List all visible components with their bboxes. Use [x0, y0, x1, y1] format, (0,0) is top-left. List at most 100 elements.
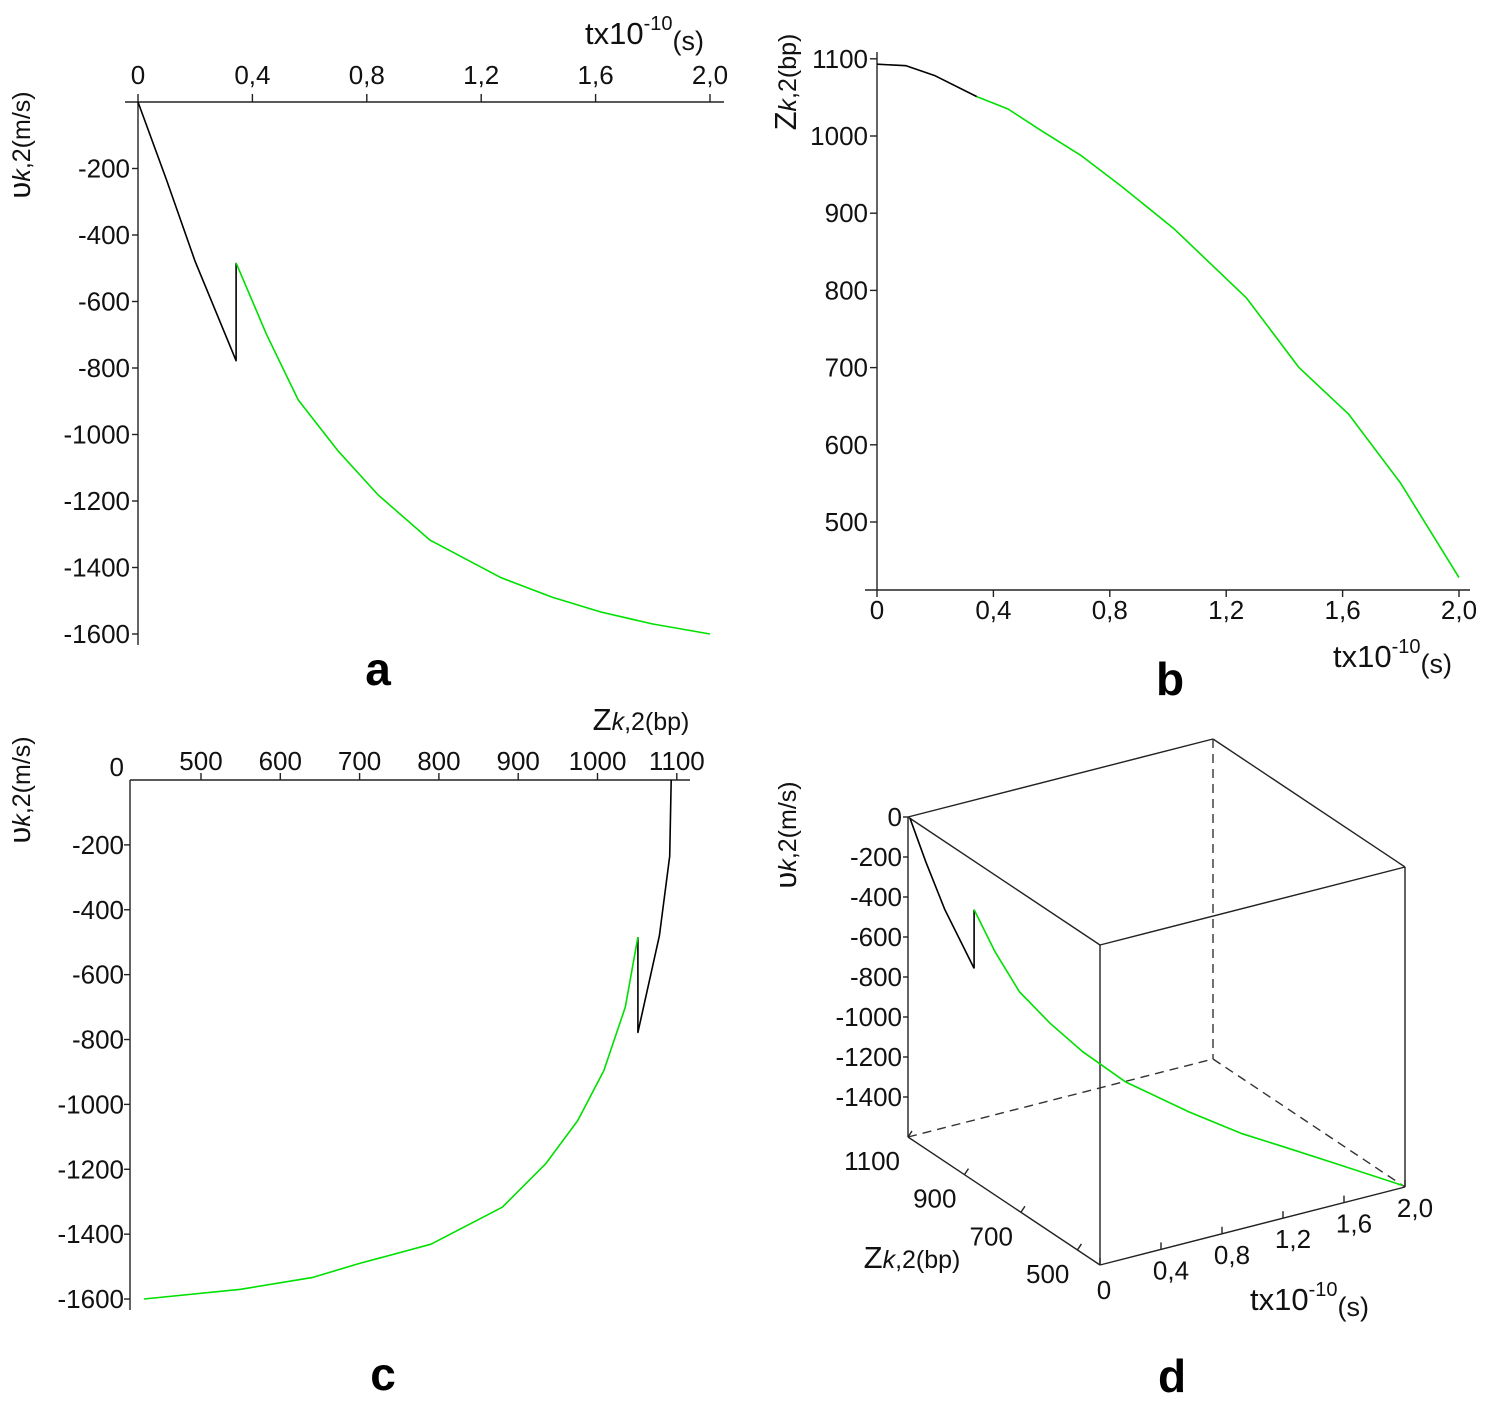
axis-label-subscript: k — [8, 813, 36, 827]
series-line-phase-1 — [909, 818, 975, 969]
z-tick-label: 500 — [1026, 1259, 1069, 1289]
axis-label-exponent: -10 — [1309, 1279, 1338, 1301]
axis-label-main: tx10 — [585, 16, 644, 51]
t-tick-label: 2,0 — [1397, 1193, 1433, 1223]
x-tick-label: 1,2 — [463, 60, 499, 90]
x-tick-label: 1,2 — [1208, 595, 1244, 625]
axis-label-rest: ,2(bp) — [895, 1246, 960, 1274]
v-tick-label: -1400 — [836, 1082, 903, 1112]
axis-label-main: tx10 — [1250, 1282, 1309, 1317]
panel-c: 500 600 700 800 900 1000 1100 0 -200 -400 -600 -800… — [2, 702, 705, 1314]
axis-label-symbol: Z — [593, 702, 612, 737]
z-tick-mark — [963, 1168, 970, 1176]
v-tick-label: -200 — [850, 842, 902, 872]
z-tick-mark — [907, 1130, 913, 1138]
z-tick-mark — [1020, 1205, 1026, 1213]
y-tick-label: -600 — [78, 287, 130, 317]
t-tick-label: 0,8 — [1214, 1240, 1250, 1270]
x-axis-label: Zk,2(bp) — [593, 702, 690, 737]
y-tick-label: 900 — [825, 198, 868, 228]
t-tick-label: 1,2 — [1275, 1224, 1311, 1254]
y-tick-label: -400 — [78, 220, 130, 250]
v-tick-label: 0 — [888, 802, 902, 832]
axis-label-subscript: k — [774, 97, 802, 111]
x-tick-label: 0,8 — [1092, 595, 1128, 625]
hidden-edge — [907, 1058, 1214, 1138]
y-tick-label: -600 — [72, 960, 124, 990]
axis-label-subscript: k — [883, 1246, 897, 1274]
x-tick-label: 800 — [417, 746, 460, 776]
axis-label-symbol: υ — [768, 872, 803, 889]
y-tick-label: -1400 — [58, 1219, 125, 1249]
z-axis — [907, 1136, 1101, 1266]
axis-label-unit: (s) — [673, 26, 704, 56]
v-tick-label: -1200 — [836, 1042, 903, 1072]
y-axis-label: υk,2(m/s) — [2, 91, 37, 198]
axis-label-symbol: υ — [2, 182, 37, 199]
axis-label-subscript: k — [8, 168, 36, 182]
axis-label-subscript: k — [612, 708, 626, 736]
v-tick-label: -600 — [850, 922, 902, 952]
y-tick-label: -800 — [72, 1025, 124, 1055]
axis-label-rest: ,2(m/s) — [8, 736, 36, 814]
x-tick-label: 900 — [497, 746, 540, 776]
y-tick-label: 500 — [825, 507, 868, 537]
y-tick-label: -800 — [78, 353, 130, 383]
x-tick-label: 700 — [338, 746, 381, 776]
x-axis-label: tx10-10(s) — [585, 13, 704, 56]
x-tick-label: 0 — [131, 60, 145, 90]
axis-label-rest: ,2(bp) — [624, 708, 689, 736]
series-line-phase-2 — [235, 262, 711, 635]
y-axis-label: Zk,2(bp) — [768, 34, 803, 131]
y-tick-label: -1200 — [58, 1154, 125, 1184]
box-edge — [1212, 738, 1406, 868]
series-line-phase-1 — [876, 63, 978, 98]
v-tick-label: -1000 — [836, 1002, 903, 1032]
z-tick-label: 900 — [913, 1184, 956, 1214]
axis-label-symbol: υ — [2, 827, 37, 844]
y-tick-label: 600 — [825, 430, 868, 460]
hidden-edge — [1212, 1058, 1406, 1188]
t-tick-label: 0,4 — [1153, 1255, 1189, 1285]
z-tick-label: 700 — [970, 1221, 1013, 1251]
x-tick-label: 600 — [259, 746, 302, 776]
axis-label-main: tx10 — [1333, 639, 1392, 674]
v-axis-label: υk,2(m/s) — [768, 781, 803, 888]
panel-d: 0 -200 -400 -600 -800 -1000 -1200 -1400 1100 900 7… — [768, 738, 1433, 1322]
v-tick-label: -800 — [850, 962, 902, 992]
x-tick-label: 1100 — [649, 746, 705, 776]
panel-letter-a: a — [365, 643, 391, 695]
axis-label-exponent: -10 — [1392, 636, 1421, 658]
y-tick-label: -200 — [78, 154, 130, 184]
y-tick-label: 800 — [825, 275, 868, 305]
t-tick-label: 0 — [1097, 1275, 1111, 1305]
t-tick-label: 1,6 — [1336, 1209, 1372, 1239]
y-tick-label: -1600 — [58, 1284, 125, 1314]
y-tick-label: 0 — [110, 752, 124, 782]
x-tick-label: 2,0 — [1441, 595, 1477, 625]
axis-label-exponent: -10 — [644, 13, 673, 35]
x-tick-label: 0,4 — [234, 60, 270, 90]
y-tick-label: -400 — [72, 895, 124, 925]
y-tick-label: -1000 — [58, 1089, 125, 1119]
axis-label-symbol: Z — [768, 111, 803, 130]
x-axis-label: tx10-10(s) — [1250, 1279, 1369, 1322]
axis-label-rest: ,2(bp) — [774, 34, 802, 99]
series-line-phase-2 — [976, 95, 1460, 579]
x-tick-label: 0 — [870, 595, 884, 625]
series-line-phase-1 — [637, 779, 672, 1034]
y-tick-label: -1000 — [64, 420, 131, 450]
y-axis-label: υk,2(m/s) — [2, 736, 37, 843]
x-tick-label: 1,6 — [1325, 595, 1361, 625]
series-line-phase-2 — [143, 936, 639, 1300]
axis-label-symbol: Z — [864, 1240, 883, 1275]
x-tick-label: 2,0 — [692, 60, 728, 90]
panel-letter-b: b — [1156, 653, 1184, 705]
y-tick-label: -1400 — [64, 553, 131, 583]
axis-label-unit: (s) — [1421, 649, 1452, 679]
panel-letter-c: c — [370, 1348, 396, 1400]
y-tick-label: -1600 — [64, 619, 131, 649]
x-tick-label: 1,6 — [578, 60, 614, 90]
box-edge — [907, 816, 1101, 946]
